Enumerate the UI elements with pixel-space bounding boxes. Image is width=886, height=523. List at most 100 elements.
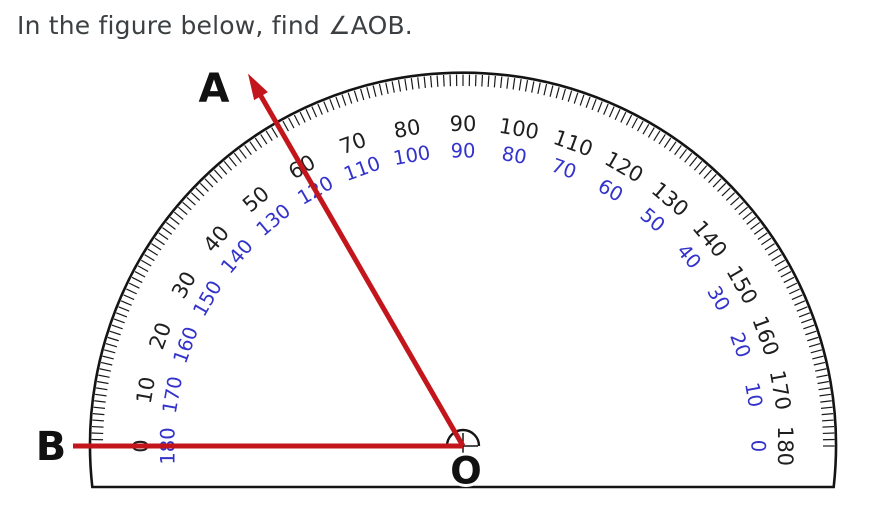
outer-scale-label: 90 [450,112,477,136]
tick-mark [92,413,105,416]
tick-mark [608,106,615,118]
question-text: In the figure below, find ∠AOB. [17,11,413,40]
tick-mark [204,178,214,188]
tick-mark [631,117,638,129]
tick-mark [742,211,753,220]
tick-mark [567,90,573,102]
tick-mark [347,92,353,104]
tick-mark [771,254,782,262]
tick-mark [647,127,655,138]
tick-mark [195,187,205,197]
outer-scale-label: 80 [392,115,422,143]
tick-mark [305,109,312,120]
tick-mark [620,111,627,123]
tick-mark [708,173,717,184]
tick-mark [767,248,779,256]
tick-mark [750,221,761,230]
tick-mark [757,232,768,241]
tick-mark [423,76,426,89]
tick-mark [228,156,237,167]
tick-mark [391,81,395,93]
tick-mark [107,336,119,342]
tick-mark [764,243,775,251]
tick-mark [761,237,772,246]
tick-mark [693,161,703,171]
tick-mark [725,192,736,201]
tick-mark [805,330,817,336]
tick-mark [812,355,824,360]
tick-mark [353,90,359,102]
tick-mark [360,88,365,101]
tick-mark [223,161,233,171]
tick-mark [94,400,106,403]
tick-mark [366,87,371,99]
tick-mark [154,237,165,246]
tick-mark [151,243,162,251]
tick-mark [120,300,132,306]
tick-mark [282,120,289,132]
tick-mark [165,221,176,230]
tick-mark [118,306,130,312]
tick-mark [524,80,529,92]
tick-mark [265,130,273,142]
tick-mark [238,148,247,159]
tick-mark [815,368,827,372]
tick-mark [555,87,560,99]
tick-mark [162,227,173,235]
tick-mark [573,92,579,104]
tick-mark [199,182,209,192]
tick-mark [109,330,121,336]
tick-mark [561,88,566,101]
tick-mark [126,288,137,295]
tick-mark [158,232,169,241]
tick-mark [730,196,740,206]
tick-mark [512,78,516,90]
tick-mark [597,101,603,113]
tick-mark [786,282,798,289]
tick-mark [658,134,666,145]
tick-mark [817,380,829,385]
tick-mark [378,83,383,96]
tick-mark [738,206,748,216]
tick-mark [102,355,114,360]
tick-mark [796,306,808,312]
tick-mark [684,152,693,163]
tick-mark [249,141,258,152]
tick-mark [810,349,822,354]
tick-mark [614,109,621,120]
tick-mark [774,259,786,267]
tick-mark [734,201,744,211]
inner-scale-label: 0 [747,440,770,452]
tick-mark [131,276,143,284]
tick-mark [746,216,757,225]
tick-mark [753,227,764,235]
tick-mark [410,78,414,90]
tick-mark [417,77,420,89]
tick-mark [789,288,800,295]
protractor-outline [88,71,838,489]
tick-mark [712,178,722,188]
point-label-a: A [199,66,230,112]
tick-mark [397,80,402,92]
tick-mark [821,413,834,416]
tick-mark [100,361,113,366]
tick-mark [317,103,323,115]
inner-scale-label: 80 [500,142,528,169]
tick-mark [115,312,128,318]
tick-mark [820,406,833,409]
tick-mark [430,75,433,88]
tick-mark [603,103,609,115]
tick-mark [663,137,672,148]
tick-mark [481,74,484,87]
tick-mark [531,81,535,93]
tick-mark [653,130,661,142]
point-label-o: O [450,450,481,493]
tick-mark [493,75,496,88]
tick-mark [254,137,263,148]
tick-mark [178,206,188,216]
tick-mark [288,117,295,129]
tick-mark [819,393,831,397]
tick-mark [404,78,408,91]
degree-ticks [91,74,835,447]
